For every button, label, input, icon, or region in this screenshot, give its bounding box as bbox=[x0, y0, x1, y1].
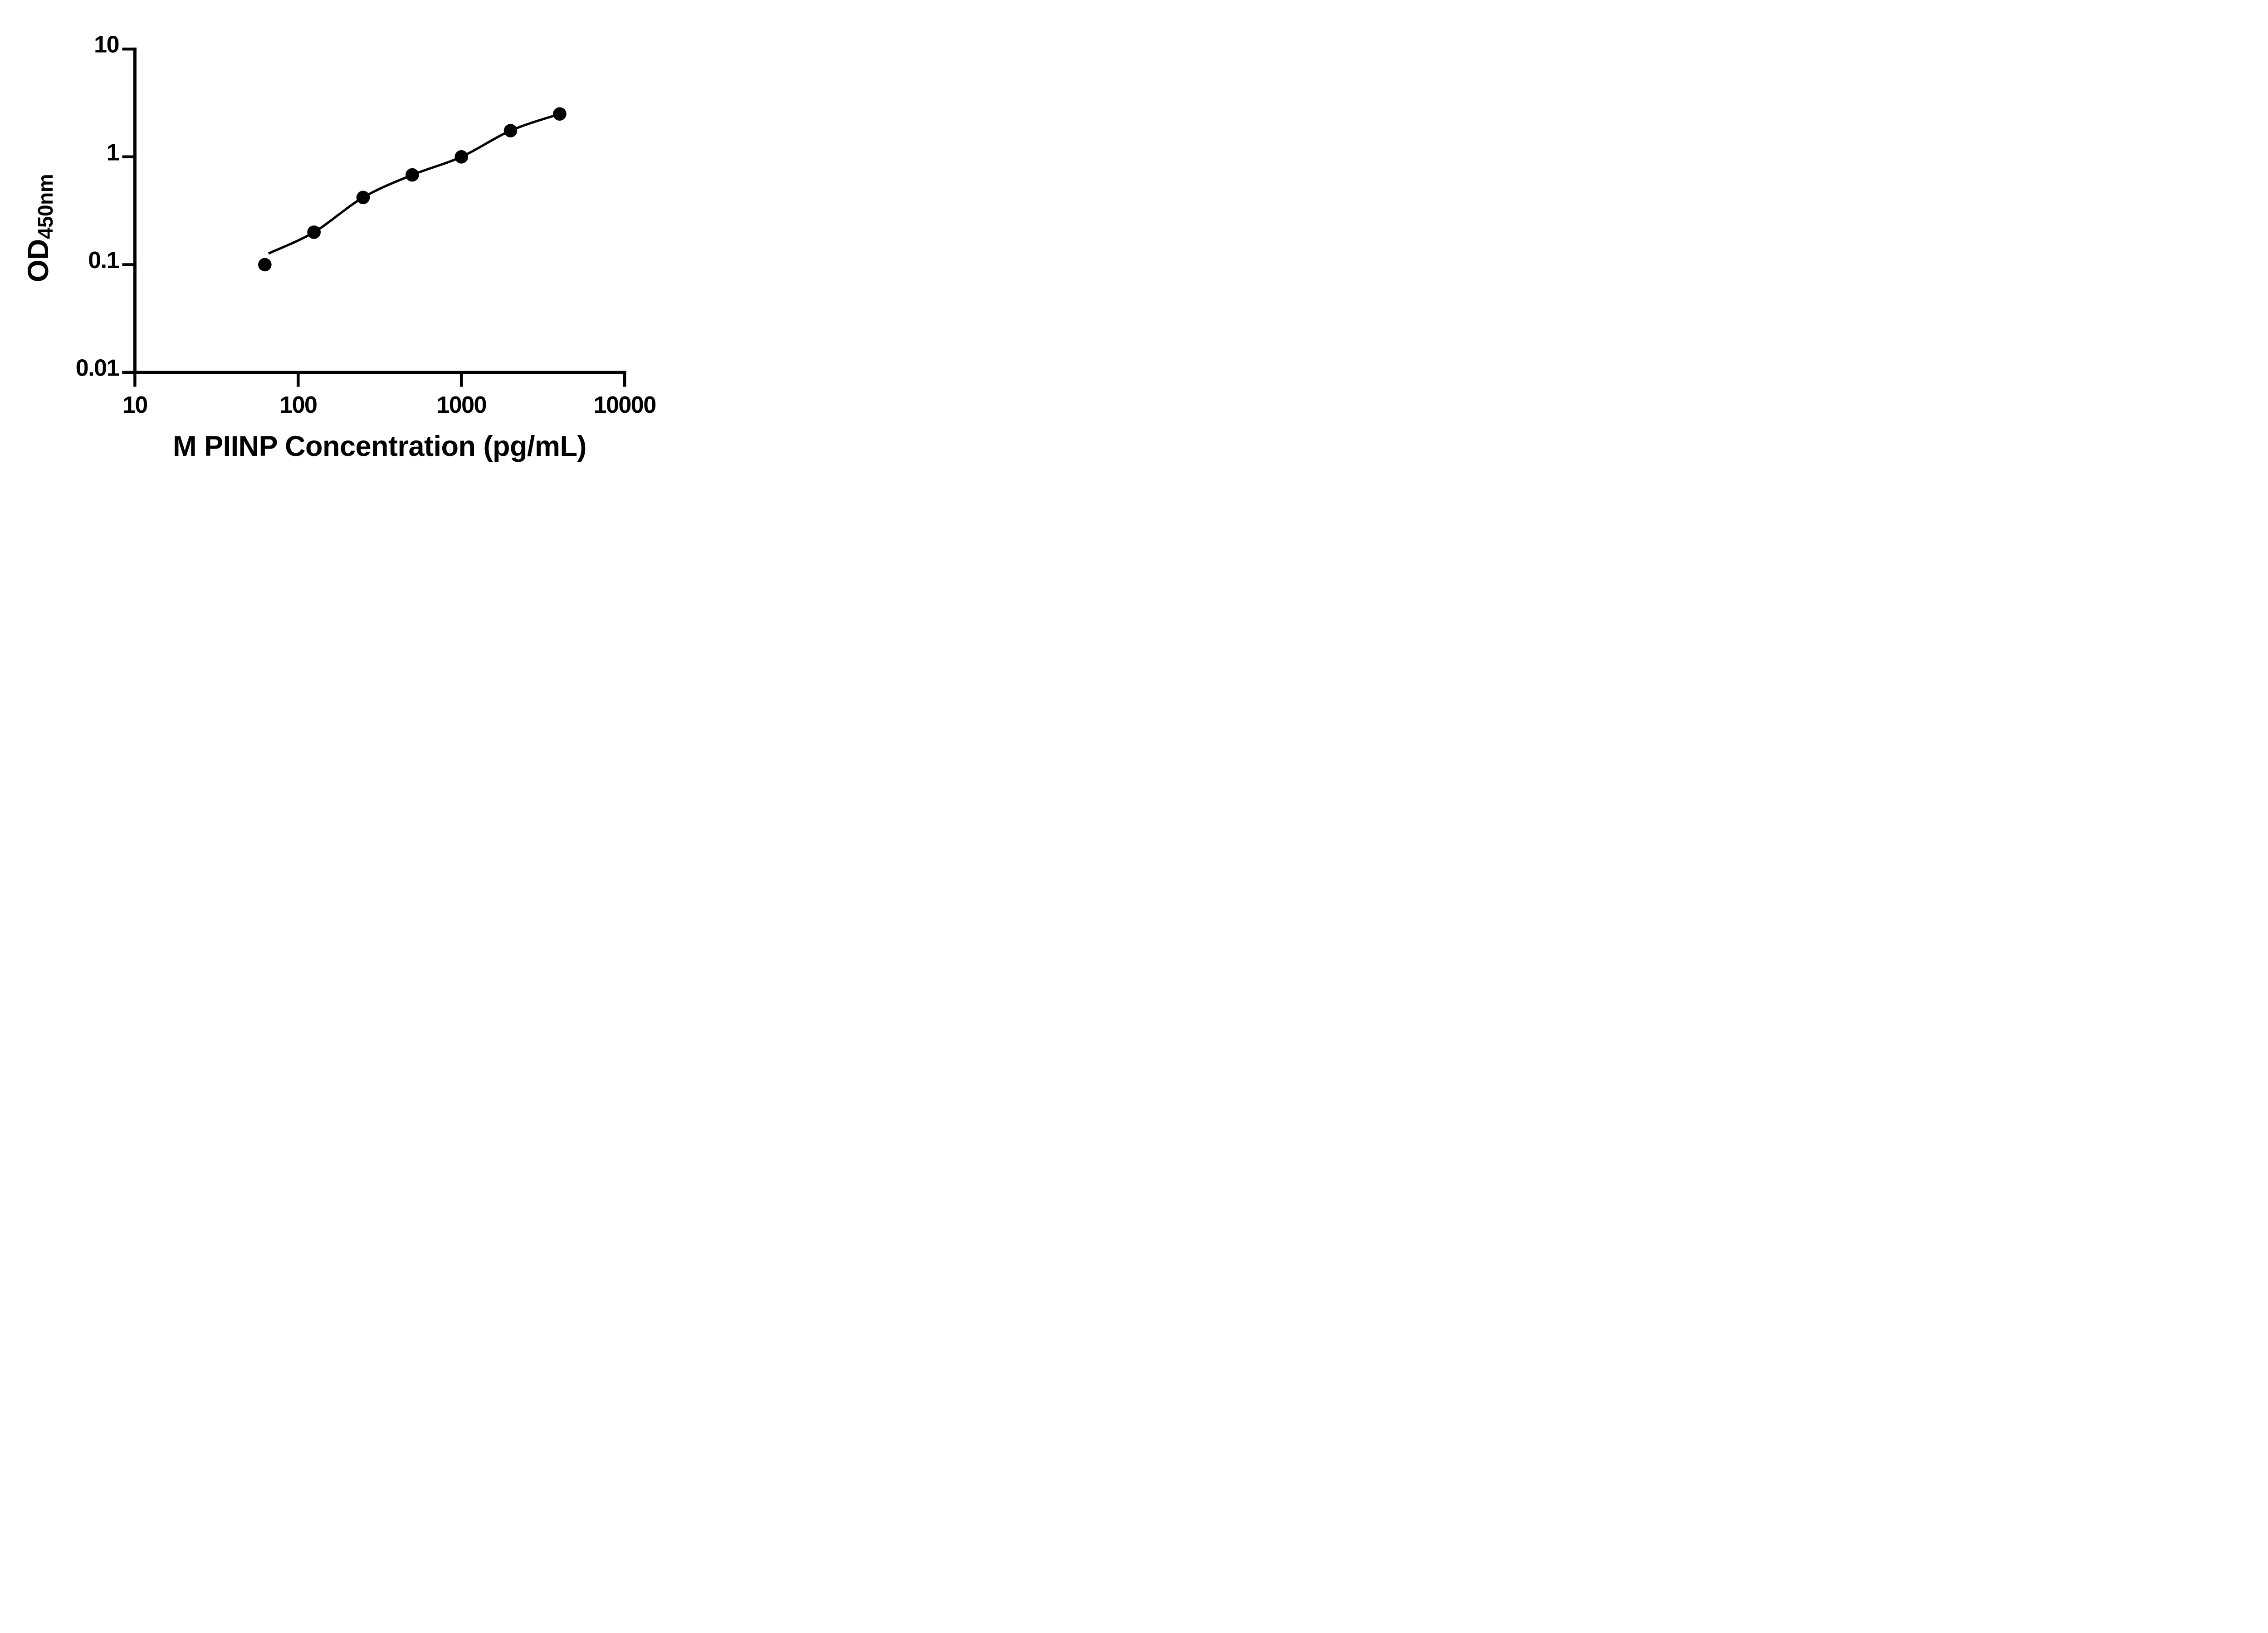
data-point bbox=[258, 258, 272, 272]
y-tick-label: 0.1 bbox=[88, 247, 119, 274]
elisa-standard-curve-figure: 10 100 1000 10000 10 1 0.1 0.01 M PIINP Concent… bbox=[0, 0, 700, 490]
y-tick-label: 10 bbox=[94, 32, 119, 58]
y-tick-label: 1 bbox=[107, 139, 119, 166]
x-tick-label: 10000 bbox=[594, 392, 656, 418]
y-axis-title-main: OD bbox=[21, 239, 54, 283]
data-point bbox=[553, 107, 567, 121]
x-tick-label: 100 bbox=[279, 392, 317, 418]
x-tick-label: 1000 bbox=[436, 392, 486, 418]
y-tick-label: 0.01 bbox=[76, 355, 119, 381]
y-axis-title: OD450nm bbox=[21, 174, 60, 283]
data-point bbox=[356, 191, 370, 205]
data-point bbox=[455, 150, 468, 164]
plot-area: 10 100 1000 10000 10 1 0.1 0.01 bbox=[76, 32, 656, 418]
data-point bbox=[307, 225, 321, 239]
data-point bbox=[406, 168, 419, 182]
y-axis-title-subscript: 450nm bbox=[34, 174, 58, 240]
x-axis-title: M PIINP Concentration (pg/mL) bbox=[173, 430, 587, 462]
x-tick-label: 10 bbox=[122, 392, 147, 418]
data-point bbox=[503, 124, 518, 137]
